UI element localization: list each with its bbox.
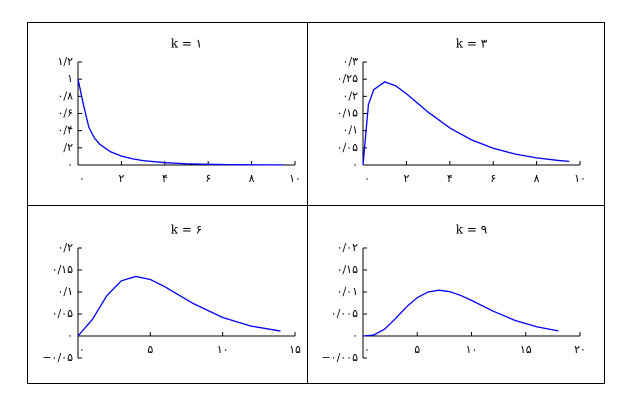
x-tick-label: ۱۰ <box>574 172 586 185</box>
curve <box>362 81 570 166</box>
y-tick-label: ۰/۲ <box>342 89 358 102</box>
y-tick-label: ۰/۲۵ <box>337 72 359 85</box>
y-tick-label: ۰/۱ <box>342 124 358 137</box>
x-tick-label: ۲ <box>403 172 409 185</box>
y-tick-label: ۰/۲ <box>57 241 73 254</box>
y-tick-label: ۰/۱۵ <box>337 107 359 120</box>
y-tick-label: ۰/۰۵ <box>52 307 74 320</box>
y-tick-label: ۱ <box>67 72 73 85</box>
x-tick-label: ۲ <box>118 172 124 185</box>
x-tick-label: ۴ <box>162 172 168 185</box>
x-tick-label: ۱۰ <box>466 343 478 356</box>
y-tick-label: ۰/۸ <box>57 89 73 102</box>
y-tick-label: ۰ <box>67 329 73 342</box>
y-tick-label: −۰/۰۰۵ <box>321 351 358 364</box>
y-tick-label: ۰ <box>352 158 358 171</box>
x-tick-label: ۸ <box>249 172 255 185</box>
y-tick-label: ۰/۰۲ <box>337 241 359 254</box>
x-tick-label: ۶ <box>205 172 211 185</box>
y-tick-label: /۲ <box>63 141 73 154</box>
y-tick-label: ۰/۶ <box>57 107 73 120</box>
y-tick-label: ۰/۴ <box>57 124 73 137</box>
y-tick-label: ۰/۱۵ <box>337 263 359 276</box>
chart-title: k = ۳ <box>456 37 488 51</box>
x-tick-label: ۱۵ <box>289 343 301 356</box>
x-tick-label: ۴ <box>447 172 453 185</box>
y-tick-label: −۰/۰۵ <box>42 351 73 364</box>
x-tick-label: ۵ <box>147 343 153 356</box>
curve <box>362 289 559 337</box>
y-tick-label: ۱/۲ <box>57 55 73 68</box>
chart-title: k = ۶ <box>171 223 202 237</box>
chart-title: k = ۹ <box>456 223 487 237</box>
y-tick-label: ۰/۰۰۵ <box>331 307 358 320</box>
y-tick-label: ۰/۳ <box>342 55 358 68</box>
x-tick-label: ۰ <box>364 343 370 356</box>
curve <box>77 275 281 337</box>
x-tick-label: ۰ <box>79 343 85 356</box>
x-tick-label: ۸ <box>534 172 540 185</box>
y-tick-label: ۰/۰۵ <box>337 141 359 154</box>
y-tick-label: ۰/۱۵ <box>52 263 74 276</box>
curve <box>77 79 285 166</box>
y-tick-label: ۰ <box>67 158 73 171</box>
y-tick-label: ۰ <box>352 329 358 342</box>
frame <box>27 22 605 384</box>
chart-title: k = ۱ <box>171 37 202 51</box>
x-tick-label: ۰ <box>79 172 85 185</box>
x-tick-label: ۱۰ <box>217 343 229 356</box>
x-tick-label: ۲۰ <box>574 343 586 356</box>
y-tick-label: ۰/۱ <box>57 285 73 298</box>
x-tick-label: ۰ <box>364 172 370 185</box>
x-tick-label: ۱۰ <box>289 172 301 185</box>
x-tick-label: ۵ <box>414 343 420 356</box>
y-tick-label: ۰/۰۱ <box>337 285 358 298</box>
x-tick-label: ۶ <box>490 172 496 185</box>
x-tick-label: ۱۵ <box>520 343 532 356</box>
